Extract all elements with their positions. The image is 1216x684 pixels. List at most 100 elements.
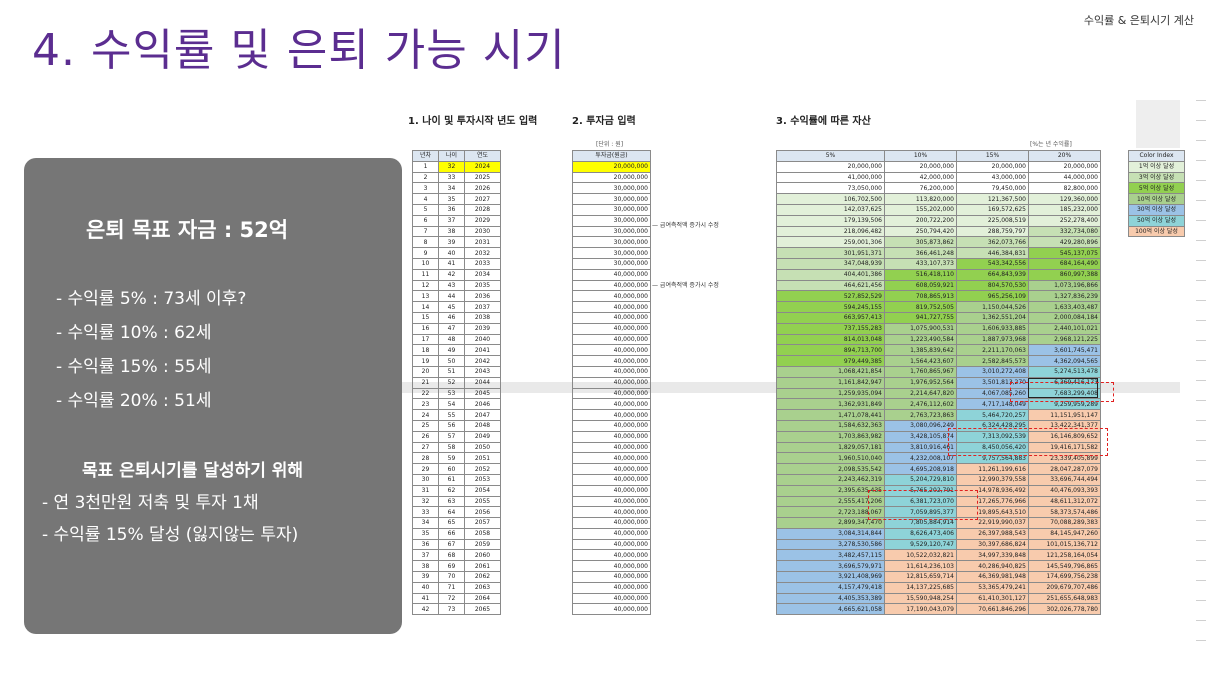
age-row: 26 57 2049 [412,430,501,443]
asset-10-cell: 3,810,916,461 [884,441,957,454]
investment-row: 40,000,000 [572,463,651,475]
color-index-row: 10억 이상 달성 [1128,193,1185,205]
age-cell: 50 [438,355,465,367]
investment-cell: 40,000,000 [572,430,651,443]
year-index-cell: 2 [412,171,439,184]
color-index-item: 1억 이상 달성 [1128,160,1185,173]
color-index-row: 1억 이상 달성 [1128,160,1185,173]
investment-row: 30,000,000 [572,214,651,227]
asset-10-cell: 113,820,000 [884,193,957,205]
investment-row: 30,000,000 [572,193,651,205]
year-index-cell: 20 [412,365,439,378]
year-cell: 2029 [464,214,501,227]
scroll-tick [1196,300,1206,301]
asset-20-cell: 11,151,951,147 [1028,409,1101,421]
asset-5-cell: 3,278,530,586 [776,538,885,551]
investment-cell: 40,000,000 [572,452,651,465]
scroll-tick [1196,160,1206,161]
asset-row: 3,278,530,586 9,529,120,747 30,397,686,824… [776,538,1101,551]
corner-label: 수익률 & 은퇴시기 계산 [1083,14,1194,27]
age-cell: 55 [438,409,465,421]
age-cell: 42 [438,268,465,281]
investment-cell: 40,000,000 [572,571,651,583]
asset-5-cell: 1,259,935,094 [776,387,885,400]
year-index-cell: 29 [412,463,439,475]
asset-5-cell: 142,037,625 [776,203,885,216]
year-index-cell: 7 [412,225,439,238]
year-cell: 2058 [464,527,501,540]
investment-row: 40,000,000 [572,365,651,378]
asset-row: 1,471,078,441 2,763,723,863 5,464,720,257 1… [776,409,1101,421]
year-index-cell: 17 [412,333,439,346]
asset-10-cell: 2,214,647,820 [884,387,957,400]
asset-row: 894,713,700 1,385,839,642 2,211,170,063 3,6… [776,344,1101,357]
year-index-cell: 18 [412,344,439,357]
year-index-cell: 26 [412,430,439,443]
target-20-box [1028,378,1098,398]
investment-row: 20,000,000 [572,160,651,173]
asset-10-cell: 3,080,096,249 [884,419,957,432]
asset-row: 3,696,579,971 11,614,236,103 40,286,940,82… [776,560,1101,573]
age-row: 37 68 2060 [412,549,501,562]
section-title-investment: 2. 투자금 입력 [572,116,636,127]
asset-10-cell: 8,626,473,406 [884,527,957,540]
scroll-tick [1196,480,1206,481]
year-cell: 2061 [464,560,501,573]
age-cell: 44 [438,290,465,303]
asset-20-cell: 145,549,796,865 [1028,560,1101,573]
asset-row: 2,243,462,319 5,204,729,810 12,990,379,558… [776,473,1101,486]
scroll-tick [1196,380,1206,381]
age-row: 6 37 2029 [412,214,501,227]
asset-15-cell: 12,990,379,558 [956,473,1029,486]
asset-15-cell: 2,582,845,573 [956,355,1029,367]
asset-5-cell: 1,362,931,849 [776,398,885,411]
age-cell: 53 [438,387,465,400]
year-cell: 2044 [464,376,501,389]
asset-20-cell: 185,232,000 [1028,203,1101,216]
asset-15-cell: 70,661,846,296 [956,603,1029,616]
year-cell: 2050 [464,441,501,454]
asset-5-cell: 1,068,421,854 [776,365,885,378]
age-row: 11 42 2034 [412,268,501,281]
scroll-ticks [1196,100,1206,660]
year-cell: 2063 [464,581,501,594]
investment-cell: 40,000,000 [572,549,651,562]
asset-row: 2,098,535,542 4,695,208,918 11,261,199,616… [776,463,1101,475]
asset-row: 1,584,632,363 3,080,096,249 6,324,428,295 1… [776,419,1101,432]
asset-10-cell: 1,075,900,531 [884,322,957,335]
asset-row: 347,048,939 433,107,373 543,342,556 684,164… [776,257,1101,270]
investment-cell: 40,000,000 [572,387,651,400]
year-index-cell: 22 [412,387,439,400]
age-row: 20 51 2043 [412,365,501,378]
investment-row: 40,000,000 [572,495,651,508]
color-index-legend: Color Index 1억 이상 달성 3억 이상 달성 5억 이상 달성 10억 … [1128,150,1185,238]
asset-5-cell: 737,155,283 [776,322,885,335]
investment-row: 40,000,000 [572,452,651,465]
scroll-tick [1196,540,1206,541]
year-cell: 2026 [464,182,501,195]
investment-row: 40,000,000 [572,419,651,432]
age-row: 41 72 2064 [412,592,501,605]
investment-row: 40,000,000 [572,430,651,443]
asset-row: 4,405,353,389 15,590,948,254 61,410,301,12… [776,592,1101,605]
scroll-tick [1196,120,1206,121]
investment-row: 40,000,000 [572,311,651,324]
investment-cell: 20,000,000 [572,160,651,173]
asset-15-cell: 43,000,000 [956,171,1029,184]
asset-row: 464,621,456 608,059,921 804,570,530 1,073,1… [776,279,1101,292]
asset-15-cell: 1,887,973,968 [956,333,1029,346]
year-index-cell: 4 [412,193,439,205]
scroll-tick [1196,420,1206,421]
asset-10-cell: 76,200,000 [884,182,957,195]
asset-20-cell: 1,327,836,239 [1028,290,1101,303]
age-cell: 41 [438,257,465,270]
asset-row: 41,000,000 42,000,000 43,000,000 44,000,000 [776,171,1101,184]
asset-20-cell: 332,734,080 [1028,225,1101,238]
age-cell: 66 [438,527,465,540]
asset-20-cell: 129,360,000 [1028,193,1101,205]
slide-title: 4. 수익률 및 은퇴 가능 시기 [32,25,566,76]
year-cell: 2049 [464,430,501,443]
year-cell: 2032 [464,247,501,259]
color-index-row: 100억 이상 달성 [1128,225,1185,238]
investment-cell: 40,000,000 [572,409,651,421]
